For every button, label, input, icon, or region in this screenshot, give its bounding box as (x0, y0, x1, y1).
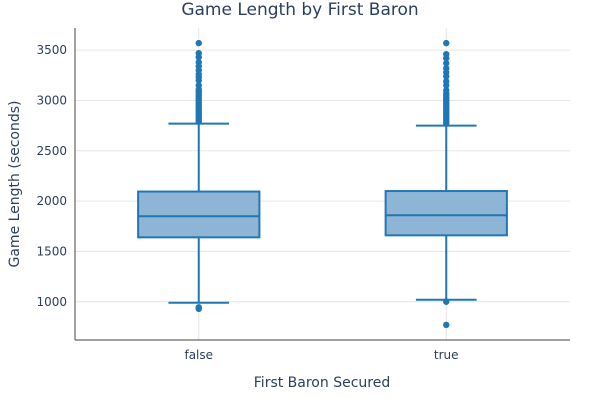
iqr-box (384, 190, 508, 237)
x-tick-label: true (434, 348, 459, 362)
outlier-point (443, 65, 450, 72)
outlier-point (195, 304, 202, 311)
y-tick-label: 1500 (36, 244, 67, 258)
outlier-point (443, 50, 450, 58)
outlier-point (443, 298, 450, 305)
grid-lines (75, 28, 570, 340)
box-series (137, 39, 508, 329)
x-tick-label: false (184, 348, 213, 362)
outlier-point (443, 87, 450, 94)
y-tick-label: 3500 (36, 43, 67, 57)
outlier-point (443, 78, 450, 85)
outlier-point (443, 60, 450, 67)
outlier-point (443, 321, 450, 329)
outlier-point (195, 39, 202, 47)
x-tick-labels: false true (184, 348, 458, 362)
y-tick-label: 3000 (36, 93, 67, 107)
iqr-box (137, 190, 261, 239)
y-tick-labels: 1000 1500 2000 2500 3000 3500 (36, 43, 67, 309)
y-tick-label: 1000 (36, 295, 67, 309)
outlier-point (443, 39, 450, 47)
box-true (384, 39, 508, 329)
outlier-point (195, 49, 202, 57)
y-tick-label: 2500 (36, 144, 67, 158)
outlier-point (195, 82, 202, 89)
y-tick-label: 2000 (36, 194, 67, 208)
box-false (137, 39, 261, 312)
chart-title: Game Length by First Baron (181, 0, 418, 20)
y-axis-title: Game Length (seconds) (7, 100, 23, 267)
outlier-point (195, 59, 202, 66)
x-axis-title: First Baron Secured (254, 375, 390, 391)
